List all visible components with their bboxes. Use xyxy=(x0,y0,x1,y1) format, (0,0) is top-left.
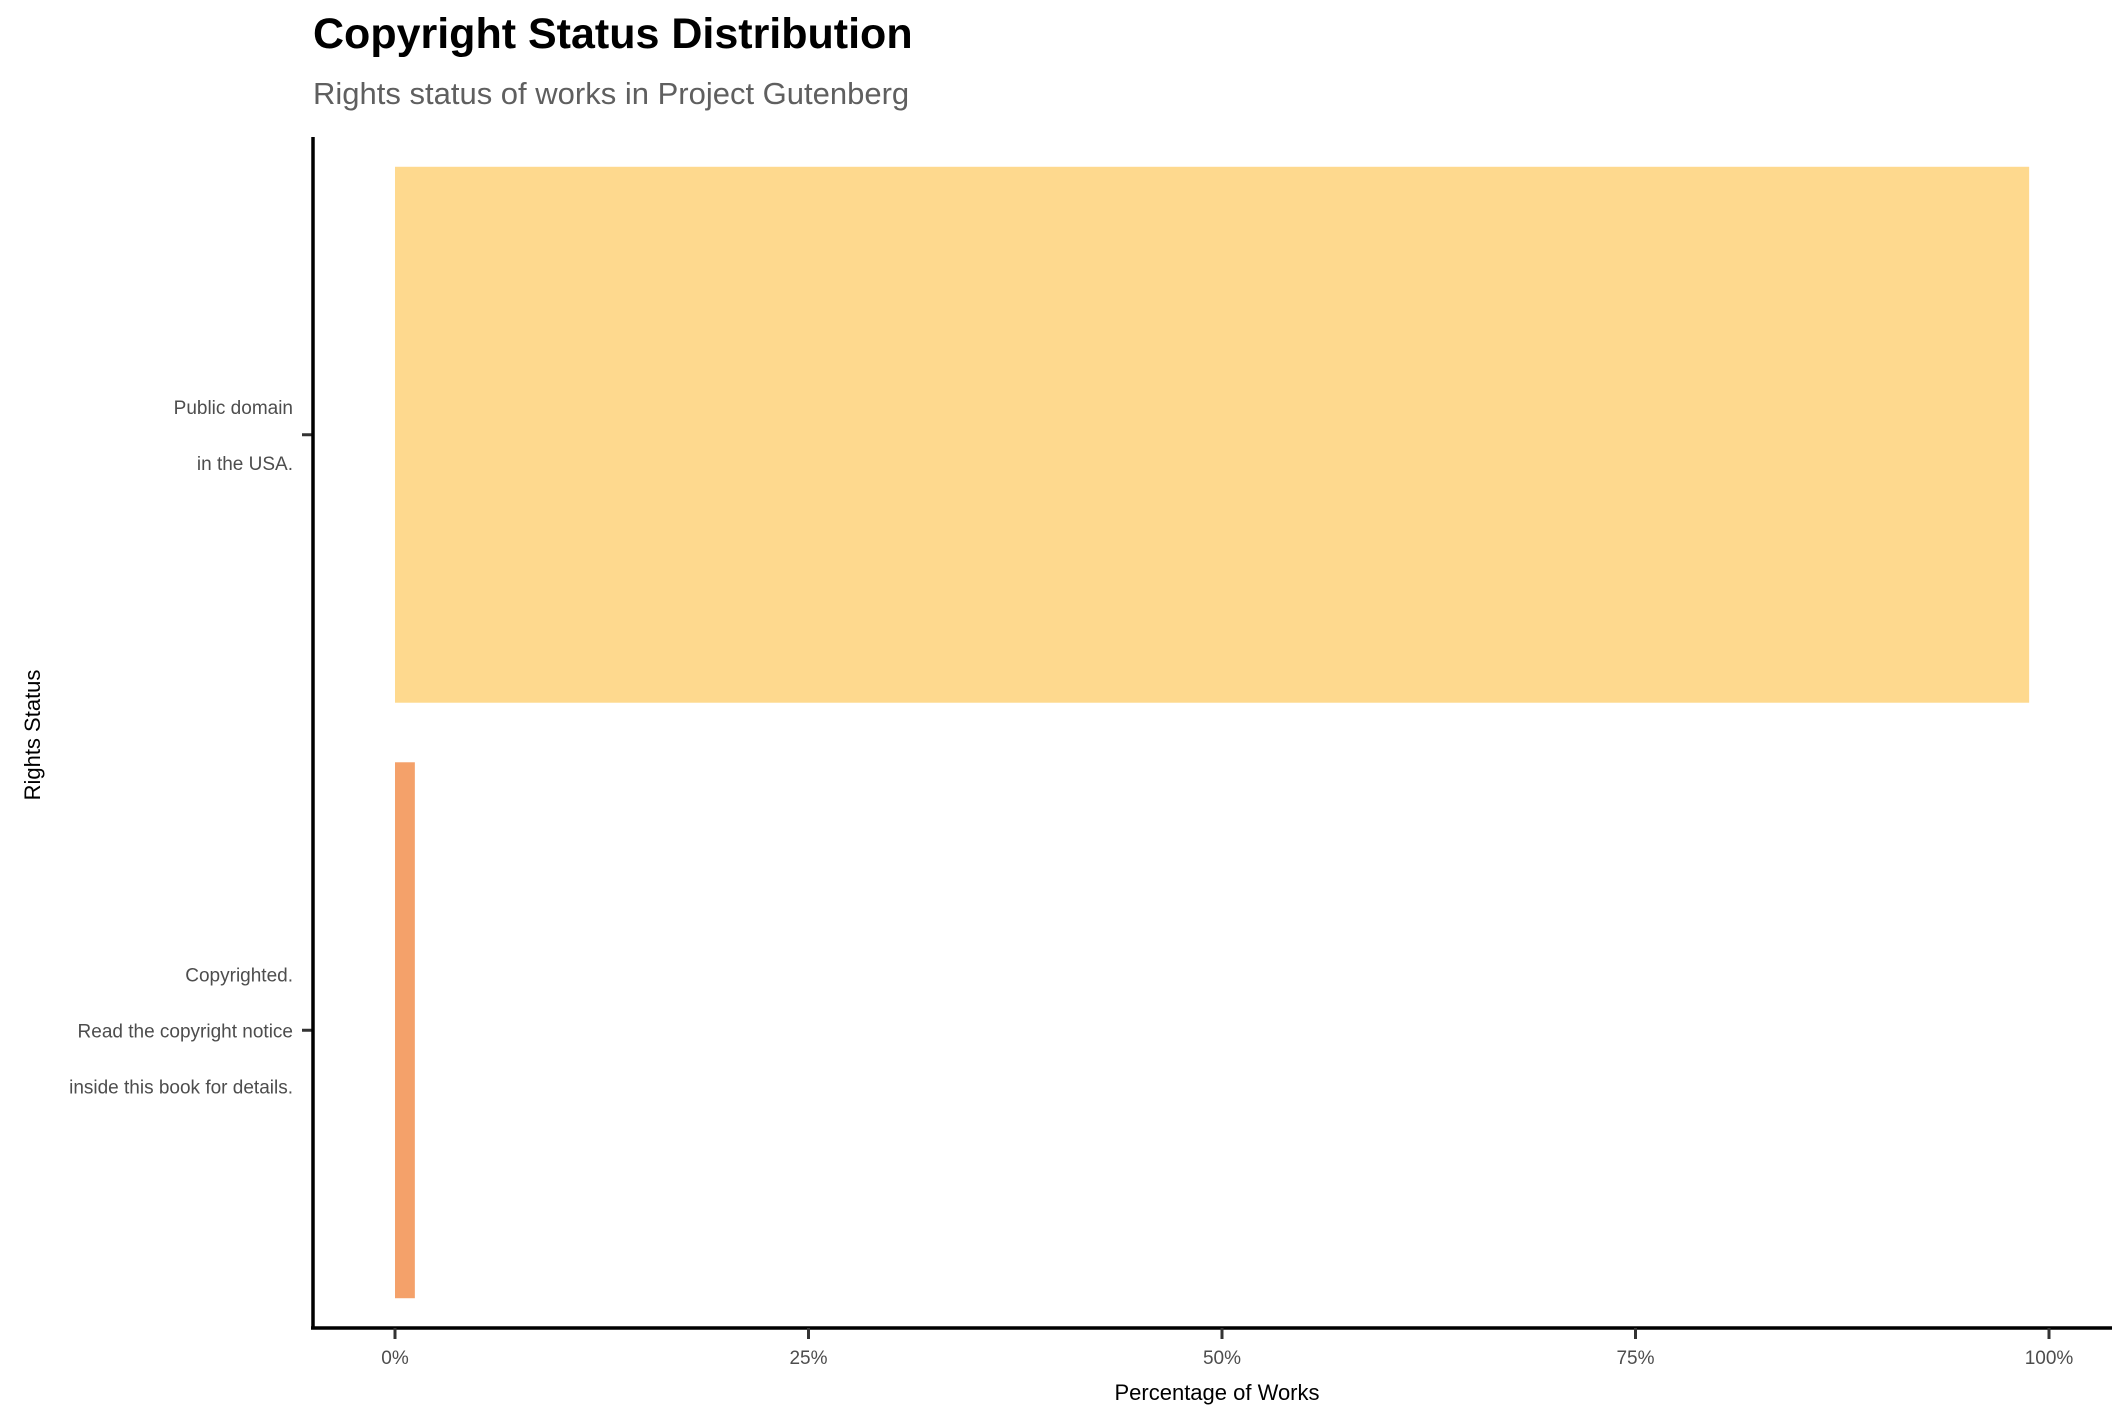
chart-title: Copyright Status Distribution xyxy=(313,10,913,58)
chart-subtitle: Rights status of works in Project Gutenb… xyxy=(313,76,910,111)
x-tick-label: 75% xyxy=(1616,1348,1654,1369)
y-tick-label: Read the copyright notice xyxy=(78,1021,293,1042)
x-tick-label: 100% xyxy=(2025,1348,2074,1369)
y-tick-label: Public domain xyxy=(174,398,293,419)
y-axis-title: Rights Status xyxy=(20,670,45,801)
y-tick-label: in the USA. xyxy=(197,454,293,475)
x-tick-label: 50% xyxy=(1203,1348,1241,1369)
bar-1 xyxy=(395,762,415,1299)
bars-group xyxy=(395,166,2030,1299)
y-tick-label: inside this book for details. xyxy=(69,1077,293,1098)
y-axis: Public domain in the USA. Copyrighted. Read… xyxy=(69,137,315,1328)
x-axis-title: Percentage of Works xyxy=(1114,1380,1319,1405)
bar-0 xyxy=(395,166,2030,703)
y-tick-label: Copyrighted. xyxy=(185,965,293,986)
x-tick-label: 0% xyxy=(381,1348,409,1369)
x-axis: 0% 25% 50% 75% 100% xyxy=(311,1326,2112,1369)
x-tick-label: 25% xyxy=(789,1348,827,1369)
